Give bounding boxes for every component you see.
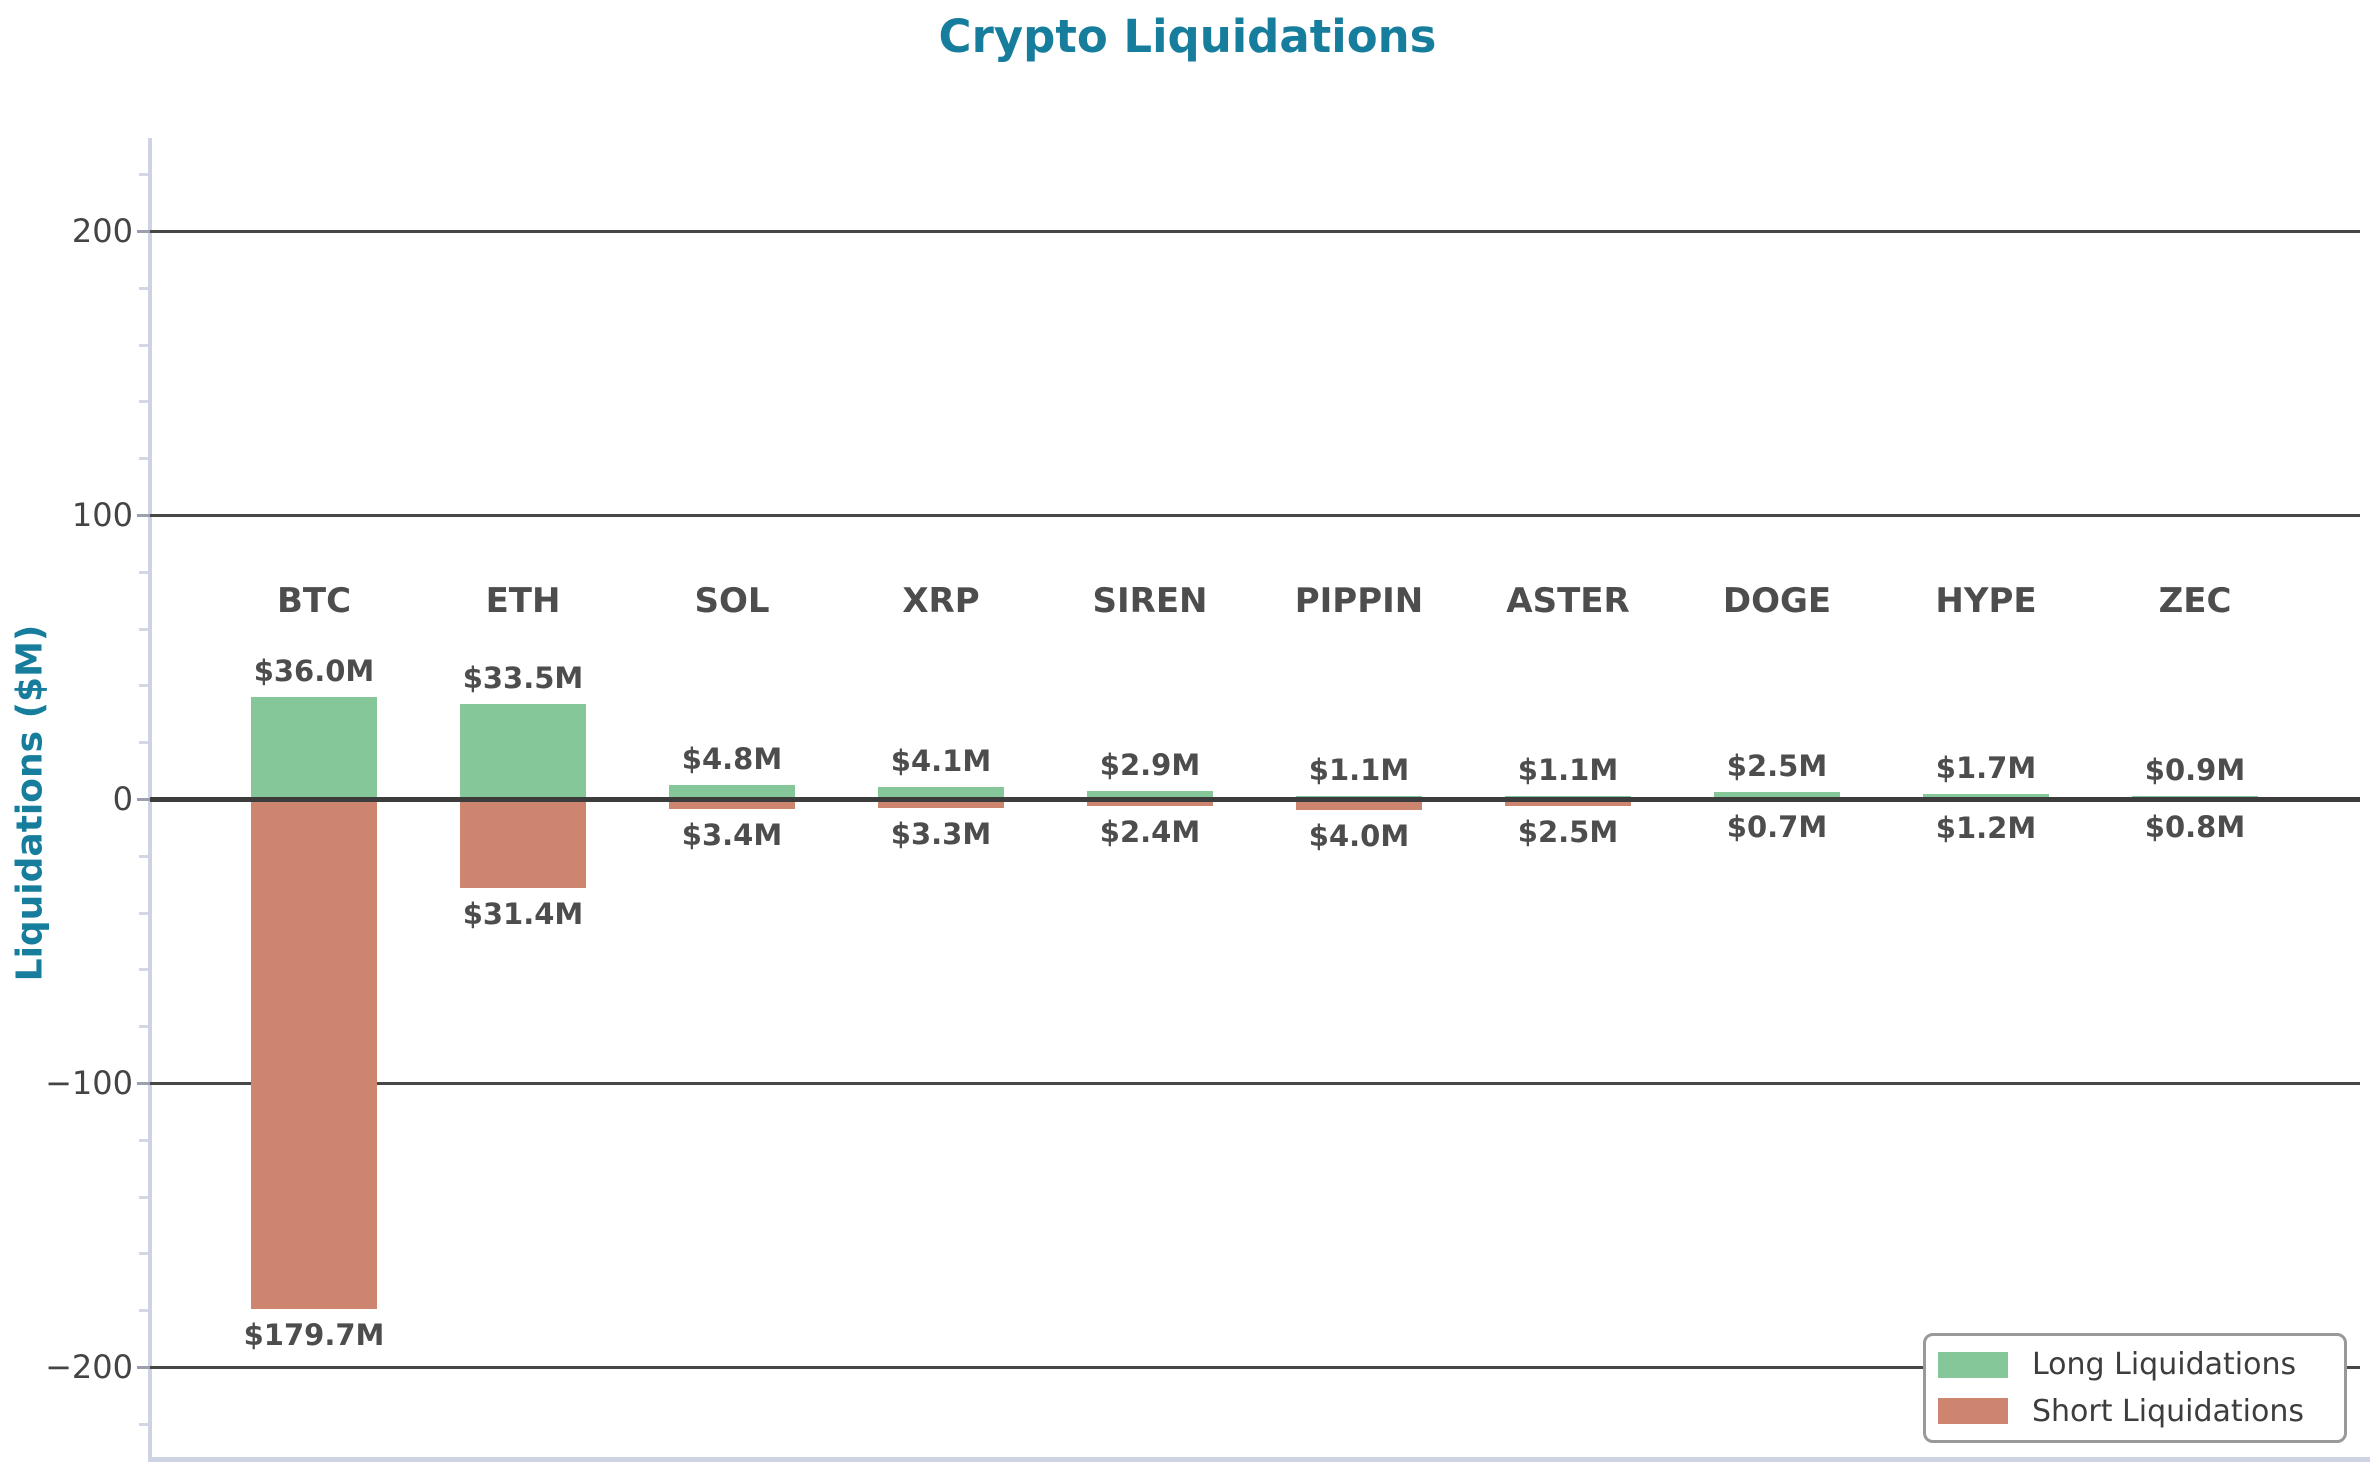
value-label-long-siren: $2.9M	[1099, 747, 1201, 782]
value-label-long-hype: $1.7M	[1935, 751, 2037, 786]
y-major-tick-100	[137, 514, 150, 517]
minor-tick	[139, 741, 148, 745]
bar-long-sol	[669, 785, 795, 799]
bar-short-eth	[460, 799, 586, 889]
category-label-eth: ETH	[485, 581, 561, 621]
y-tick-label-100: 100	[71, 496, 133, 534]
bar-short-xrp	[878, 799, 1004, 809]
value-label-long-aster: $1.1M	[1517, 752, 1619, 787]
chart-title: Crypto Liquidations	[938, 10, 1437, 63]
category-label-pippin: PIPPIN	[1294, 581, 1424, 621]
bar-long-siren	[1087, 790, 1213, 799]
y-tick-label-200: 200	[71, 212, 133, 250]
category-label-siren: SIREN	[1092, 581, 1208, 621]
bar-long-eth	[460, 703, 586, 799]
value-label-long-doge: $2.5M	[1726, 748, 1828, 783]
minor-tick	[139, 911, 148, 915]
minor-tick	[139, 1309, 148, 1313]
value-label-short-siren: $2.4M	[1099, 814, 1201, 849]
value-label-long-eth: $33.5M	[462, 660, 584, 695]
value-label-short-doge: $0.7M	[1726, 809, 1828, 844]
minor-tick	[139, 1138, 148, 1142]
minor-tick	[139, 968, 148, 972]
minor-tick	[139, 1195, 148, 1199]
gridline-100	[150, 514, 2360, 517]
minor-tick	[139, 457, 148, 461]
minor-tick	[139, 1422, 148, 1426]
bar-long-xrp	[878, 787, 1004, 799]
y-major-tick--100	[137, 1082, 150, 1085]
x-axis-spine	[148, 1457, 2370, 1462]
value-label-long-sol: $4.8M	[681, 742, 783, 777]
bar-short-aster	[1505, 799, 1631, 807]
minor-tick	[139, 1025, 148, 1029]
bar-short-sol	[669, 799, 795, 809]
minor-tick	[139, 400, 148, 404]
value-label-short-hype: $1.2M	[1935, 811, 2037, 846]
y-tick-label--200: −200	[45, 1348, 133, 1386]
value-label-short-btc: $179.7M	[243, 1318, 385, 1353]
value-label-short-zec: $0.8M	[2144, 810, 2246, 845]
y-major-tick-200	[137, 230, 150, 233]
legend: Long Liquidations Short Liquidations	[1923, 1333, 2347, 1443]
minor-tick	[139, 1252, 148, 1256]
legend-swatch-long-icon	[1938, 1351, 2008, 1378]
legend-item-short: Short Liquidations	[1938, 1394, 2332, 1429]
minor-tick	[139, 627, 148, 631]
zero-gridline	[150, 797, 2360, 802]
gridline--200	[150, 1366, 2360, 1369]
bar-short-btc	[251, 799, 377, 1310]
value-label-short-sol: $3.4M	[681, 817, 783, 852]
y-major-tick-0	[137, 798, 150, 801]
minor-tick	[139, 684, 148, 688]
category-label-btc: BTC	[276, 581, 352, 621]
y-tick-label-0: 0	[112, 780, 133, 818]
minor-tick	[139, 286, 148, 290]
legend-swatch-short-icon	[1938, 1398, 2008, 1425]
y-major-tick--200	[137, 1366, 150, 1369]
value-label-short-eth: $31.4M	[462, 897, 584, 932]
value-label-short-aster: $2.5M	[1517, 815, 1619, 850]
value-label-short-pippin: $4.0M	[1308, 819, 1410, 854]
gridline--100	[150, 1082, 2360, 1085]
bar-long-hype	[1923, 794, 2049, 799]
bar-long-doge	[1714, 791, 1840, 799]
legend-label-long: Long Liquidations	[2032, 1347, 2297, 1383]
value-label-long-pippin: $1.1M	[1308, 752, 1410, 787]
gridline-200	[150, 230, 2360, 233]
value-label-long-btc: $36.0M	[253, 653, 375, 688]
legend-item-long: Long Liquidations	[1938, 1347, 2332, 1382]
category-label-xrp: XRP	[902, 581, 980, 621]
minor-tick	[139, 173, 148, 177]
value-label-short-xrp: $3.3M	[890, 817, 992, 852]
category-label-hype: HYPE	[1935, 581, 2037, 621]
value-label-long-zec: $0.9M	[2144, 753, 2246, 788]
y-tick-label--100: −100	[45, 1064, 133, 1102]
category-label-aster: ASTER	[1506, 581, 1630, 621]
minor-tick	[139, 570, 148, 574]
bar-long-btc	[251, 696, 377, 799]
category-label-doge: DOGE	[1722, 581, 1832, 621]
category-label-sol: SOL	[694, 581, 770, 621]
minor-tick	[139, 343, 148, 347]
minor-tick	[139, 854, 148, 858]
bar-short-siren	[1087, 799, 1213, 806]
legend-label-short: Short Liquidations	[2032, 1393, 2305, 1429]
value-label-long-xrp: $4.1M	[890, 744, 992, 779]
bar-short-pippin	[1296, 799, 1422, 811]
category-label-zec: ZEC	[2158, 581, 2232, 621]
